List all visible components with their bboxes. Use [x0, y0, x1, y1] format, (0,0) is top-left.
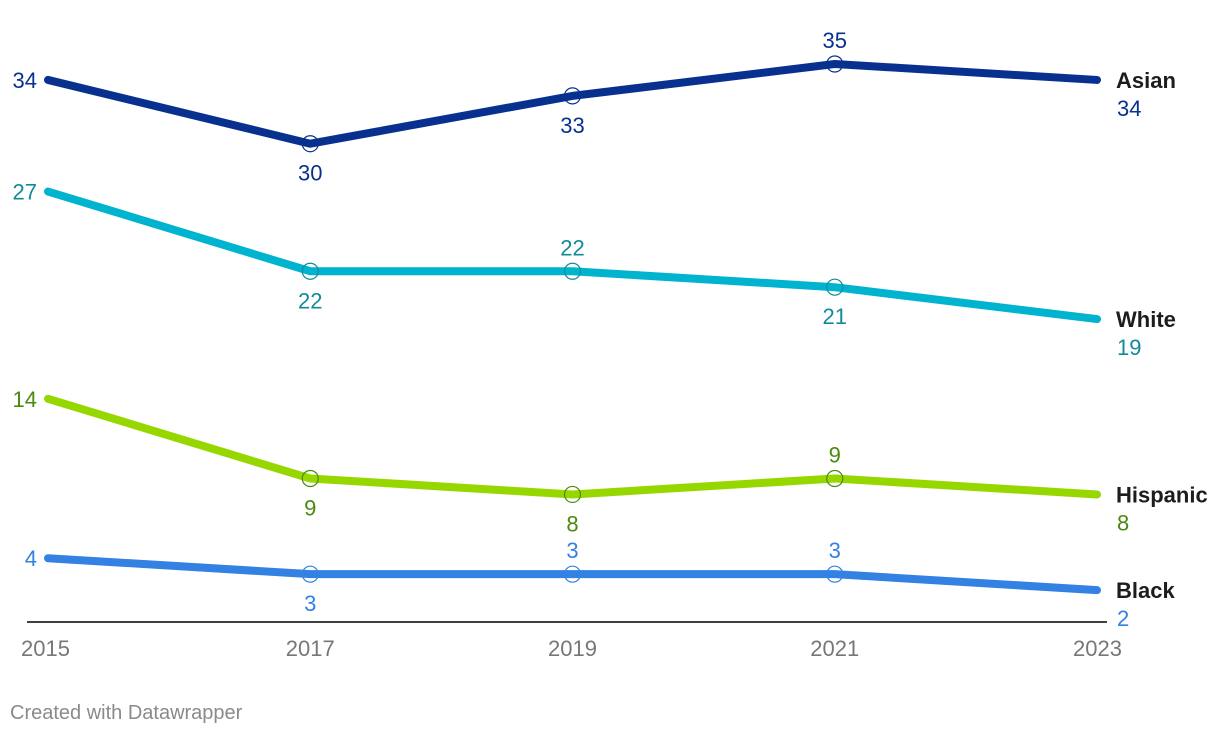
line-chart: 3430333534Asian2722222119White149898Hisp…: [13, 28, 1208, 661]
value-label-asian-2017: 30: [298, 161, 322, 186]
series-line-asian: [44, 60, 1101, 148]
value-label-white-2017: 22: [298, 288, 322, 313]
data-point-asian-2017: [301, 135, 319, 153]
series-layer: [44, 55, 1101, 595]
series-label-hispanic: Hispanic: [1116, 482, 1208, 507]
value-label-white-2019: 22: [560, 235, 584, 260]
data-point-white-2021: [826, 278, 844, 296]
value-label-hispanic-2021: 9: [829, 443, 841, 468]
data-point-hispanic-2017: [301, 469, 319, 488]
value-label-asian-2023: 34: [1117, 96, 1141, 121]
series-line-black: [44, 554, 1101, 595]
data-point-black-2017: [301, 565, 319, 583]
series-label-asian: Asian: [1116, 68, 1176, 93]
data-point-hispanic-2021: [826, 469, 844, 488]
value-label-asian-2015: 34: [13, 68, 37, 93]
value-label-black-2023: 2: [1117, 606, 1129, 631]
x-axis-ticks: 2015 2017 2019 2021 2023: [21, 636, 1122, 661]
data-point-hispanic-2019: [563, 485, 582, 504]
series-label-white: White: [1116, 307, 1176, 332]
value-label-black-2021: 3: [829, 538, 841, 563]
series-line-hispanic: [44, 394, 1101, 499]
x-tick-label-2021: 2021: [810, 636, 859, 661]
value-label-black-2015: 4: [25, 546, 37, 571]
label-layer: 3430333534Asian2722222119White149898Hisp…: [13, 28, 1208, 631]
value-label-white-2015: 27: [13, 180, 37, 205]
x-tick-label-2015: 2015: [21, 636, 70, 661]
x-tick-label-2019: 2019: [548, 636, 597, 661]
x-tick-label-2017: 2017: [286, 636, 335, 661]
data-point-black-2021: [826, 565, 844, 583]
x-tick-label-2023: 2023: [1073, 636, 1122, 661]
data-point-white-2017: [301, 262, 319, 280]
series-label-black: Black: [1116, 578, 1175, 603]
value-label-hispanic-2015: 14: [13, 387, 37, 412]
value-label-white-2021: 21: [823, 304, 847, 329]
value-label-asian-2019: 33: [560, 113, 584, 138]
data-point-black-2019: [563, 565, 582, 583]
value-label-black-2019: 3: [566, 538, 578, 563]
value-label-asian-2021: 35: [823, 28, 847, 53]
value-label-white-2023: 19: [1117, 335, 1141, 360]
series-line-white: [44, 187, 1101, 324]
value-label-hispanic-2023: 8: [1117, 510, 1129, 535]
data-point-asian-2021: [826, 55, 844, 73]
data-point-white-2019: [563, 262, 582, 280]
value-label-black-2017: 3: [304, 591, 316, 616]
data-point-asian-2019: [563, 87, 582, 105]
value-label-hispanic-2019: 8: [566, 511, 578, 536]
value-label-hispanic-2017: 9: [304, 496, 316, 521]
datawrapper-credit: Created with Datawrapper: [10, 702, 243, 724]
